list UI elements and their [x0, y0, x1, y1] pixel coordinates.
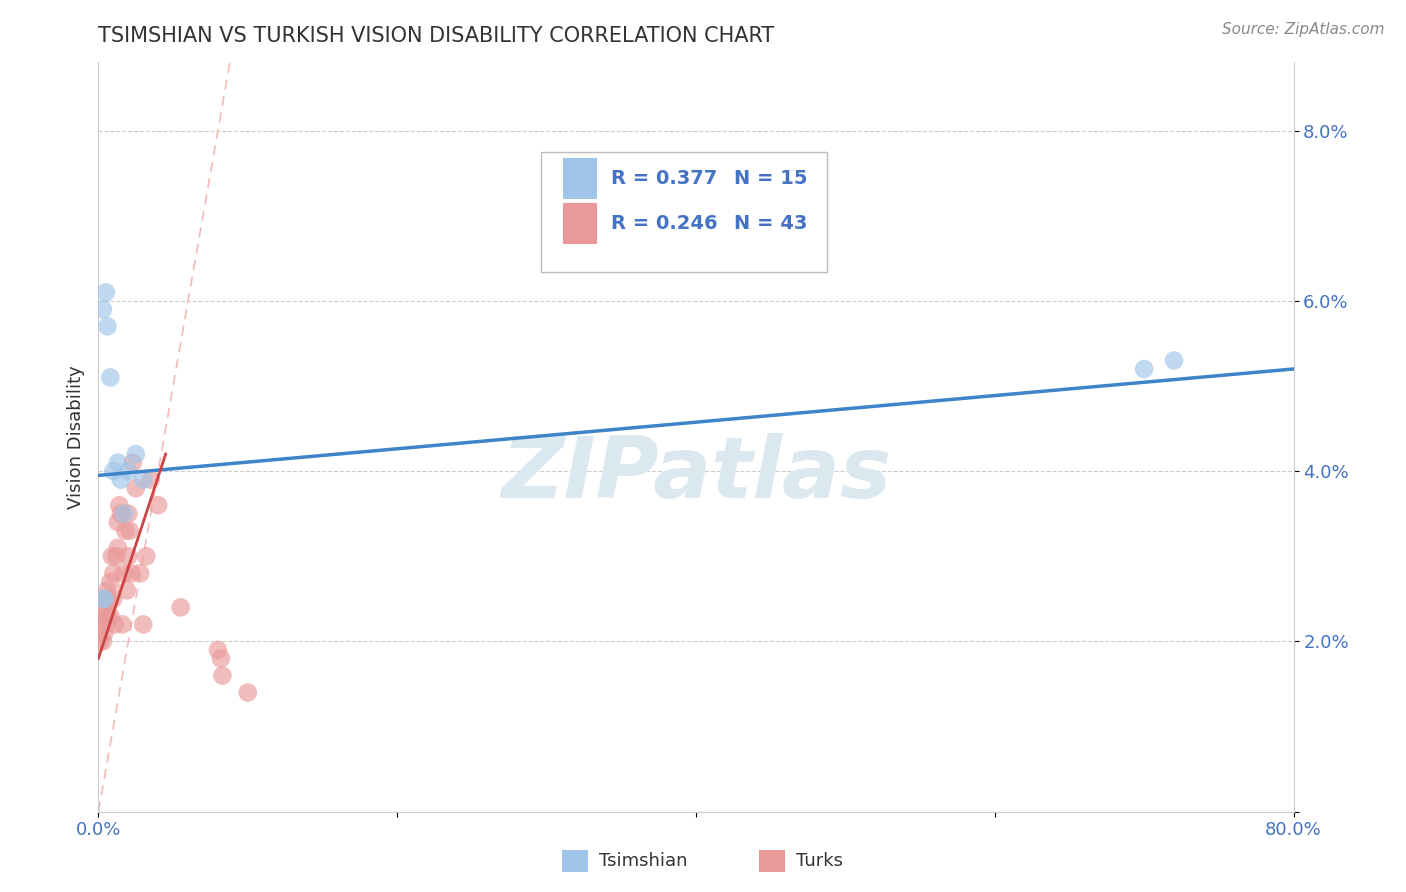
Point	[107, 515, 129, 529]
Point	[101, 549, 124, 564]
Point	[98, 608, 122, 623]
Point	[207, 643, 229, 657]
Point	[110, 507, 132, 521]
Point	[139, 473, 162, 487]
Point	[97, 591, 120, 606]
Point	[1163, 353, 1185, 368]
Point	[94, 617, 117, 632]
Point	[117, 464, 139, 478]
Point	[91, 634, 114, 648]
Point	[103, 464, 125, 478]
Point	[129, 566, 152, 581]
Text: R = 0.246: R = 0.246	[612, 214, 717, 233]
Point	[169, 600, 191, 615]
Point	[114, 524, 136, 538]
Point	[98, 574, 122, 589]
Text: ZIPatlas: ZIPatlas	[501, 433, 891, 516]
Point	[93, 600, 115, 615]
Text: N = 43: N = 43	[734, 214, 807, 233]
Point	[209, 651, 232, 665]
Bar	[564, 202, 596, 244]
FancyBboxPatch shape	[541, 153, 827, 272]
Point	[132, 617, 155, 632]
Point	[121, 456, 143, 470]
Point	[96, 608, 118, 623]
Point	[118, 524, 141, 538]
Point	[104, 617, 127, 632]
Point	[91, 591, 114, 606]
Point	[93, 626, 115, 640]
Point	[107, 541, 129, 555]
Point	[105, 549, 128, 564]
Bar	[564, 158, 596, 199]
Text: N = 15: N = 15	[734, 169, 807, 188]
Point	[112, 566, 135, 581]
Point	[115, 583, 138, 598]
Point	[103, 566, 125, 581]
Point	[148, 498, 170, 512]
Point	[125, 447, 148, 461]
Point	[108, 498, 131, 512]
Point	[110, 473, 132, 487]
Point	[91, 608, 114, 623]
Text: Source: ZipAtlas.com: Source: ZipAtlas.com	[1222, 22, 1385, 37]
Point	[117, 507, 139, 521]
Point	[111, 617, 134, 632]
Point	[91, 302, 114, 317]
Text: TSIMSHIAN VS TURKISH VISION DISABILITY CORRELATION CHART: TSIMSHIAN VS TURKISH VISION DISABILITY C…	[98, 26, 775, 45]
Point	[211, 668, 233, 682]
Point	[90, 617, 112, 632]
Point	[132, 473, 155, 487]
Point	[103, 591, 125, 606]
Y-axis label: Vision Disability: Vision Disability	[66, 365, 84, 509]
Point	[135, 549, 157, 564]
Point	[89, 634, 111, 648]
Point	[125, 481, 148, 495]
Text: Tsimshian: Tsimshian	[599, 852, 688, 870]
Point	[120, 566, 142, 581]
Point	[94, 591, 117, 606]
Point	[96, 319, 118, 334]
Point	[107, 456, 129, 470]
Point	[1133, 362, 1156, 376]
Point	[98, 370, 122, 384]
Point	[112, 507, 135, 521]
Point	[93, 591, 115, 606]
Point	[90, 591, 112, 606]
Point	[96, 583, 118, 598]
Text: Turks: Turks	[796, 852, 842, 870]
Point	[94, 285, 117, 300]
Point	[117, 549, 139, 564]
Point	[236, 685, 259, 699]
Text: R = 0.377: R = 0.377	[612, 169, 717, 188]
